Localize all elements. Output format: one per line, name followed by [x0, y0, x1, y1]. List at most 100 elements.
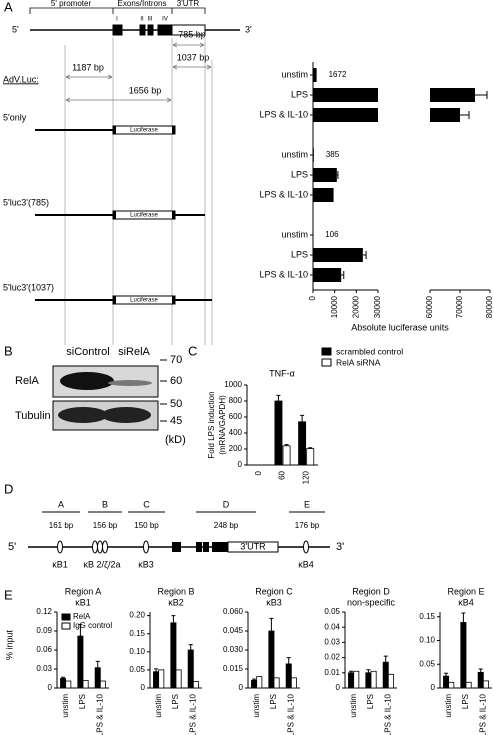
utr — [227, 541, 279, 553]
panel-a-diagram — [29, 7, 240, 345]
y-tick-label: 0 — [141, 683, 146, 692]
error-bar — [300, 414, 305, 422]
exon-label: IV — [162, 17, 168, 23]
legend-label: IgG control — [73, 621, 112, 630]
y-tick-label: LPS — [291, 249, 308, 259]
y-tick-label: 0.060 — [223, 607, 244, 616]
site — [143, 540, 149, 554]
band — [58, 407, 108, 423]
x-tick-label: 60 — [278, 470, 287, 479]
x-tick-label: unstim — [349, 694, 358, 718]
construct-name: 5'luc3'(1037) — [3, 282, 54, 292]
y-axis-label: (mRNA/GAPDH) — [218, 395, 227, 455]
box-end — [172, 126, 175, 134]
exon-label: III — [147, 17, 152, 23]
error-bar — [383, 655, 388, 663]
error-bar — [341, 271, 345, 279]
y-tick-label: 0.15 — [419, 612, 435, 621]
bar — [274, 400, 283, 466]
utr — [171, 24, 206, 36]
site-label: κB3 — [138, 559, 154, 569]
y-tick-label: 1000 — [224, 380, 242, 389]
box-end — [172, 211, 175, 219]
exon — [172, 542, 181, 552]
exon — [212, 542, 228, 552]
y-tick-label: LPS — [291, 169, 308, 179]
legend-swatch — [61, 613, 71, 621]
bar — [282, 445, 291, 466]
bar — [482, 680, 489, 689]
site — [57, 540, 63, 554]
legend-label: RelA — [73, 612, 91, 621]
error-bar — [78, 624, 83, 637]
y-tick-label: 0.10 — [419, 636, 435, 645]
x-tick-label: LPS & IL-10 — [383, 693, 392, 735]
bar — [82, 680, 89, 689]
bar — [285, 663, 292, 689]
end-label: 5' — [8, 541, 16, 553]
lane-label: siControl — [66, 346, 109, 358]
x-tick-label: LPS — [461, 694, 470, 709]
error-bar — [461, 612, 466, 623]
region-label: Exons/Introns — [118, 0, 167, 8]
bar — [313, 88, 378, 102]
marker-label: 70 — [170, 354, 182, 366]
error-bar — [478, 668, 483, 673]
y-tick-label: 0 — [431, 683, 436, 692]
distance-label: 1187 bp — [72, 62, 104, 72]
chart-title: Region B — [157, 586, 194, 596]
bar — [256, 676, 263, 689]
y-tick-label: 0.045 — [223, 626, 244, 635]
protein-label: RelA — [15, 375, 40, 387]
y-tick-label: 0 — [238, 460, 243, 469]
bar — [313, 148, 314, 162]
x-tick-label: 10000 — [330, 295, 339, 318]
bracket — [29, 7, 206, 14]
marker-label: 60 — [170, 375, 182, 387]
error-bar — [276, 394, 281, 401]
exon — [147, 24, 154, 36]
bar — [268, 630, 275, 689]
error-bar — [154, 668, 159, 672]
guide-lines — [64, 38, 213, 345]
construct-name: 5'luc3'(785) — [3, 197, 49, 207]
y-tick-label: 0.05 — [419, 659, 435, 668]
y-tick-label: 0.02 — [324, 653, 340, 662]
value-label: 385 — [326, 150, 340, 159]
y-tick-label: LPS & IL-10 — [259, 269, 308, 279]
utr-label: 3'UTR — [240, 541, 266, 551]
x-tick-label: unstim — [61, 694, 70, 718]
y-tick-label: 0.03 — [324, 638, 340, 647]
legend-swatch — [61, 622, 71, 630]
error-bar — [308, 447, 313, 449]
marker-label: 45 — [170, 415, 182, 427]
legend-swatch — [321, 347, 332, 356]
bar — [298, 421, 307, 466]
bar — [370, 670, 377, 689]
chart-title: non-specific — [347, 597, 396, 607]
region-size: 161 bp — [49, 521, 74, 530]
chart-title: Region E — [447, 586, 484, 596]
error-bar — [475, 91, 488, 99]
construct-title: AdV.Luc: — [3, 74, 39, 84]
region-name: D — [223, 499, 230, 509]
y-tick-label: unstim — [281, 69, 308, 79]
error-bar — [349, 670, 354, 673]
reporter-label: Luciferase — [130, 213, 158, 219]
end-label: 3' — [336, 541, 344, 553]
distance-label: 785 bp — [178, 29, 206, 39]
chart-title: κB4 — [458, 597, 474, 607]
bar — [348, 672, 355, 689]
y-tick-label: LPS & IL-10 — [259, 109, 308, 119]
bar — [448, 681, 455, 689]
site-label: κB1 — [52, 559, 68, 569]
box-end — [172, 296, 175, 304]
exon-label: II — [140, 17, 144, 23]
band — [60, 372, 114, 390]
bar — [99, 680, 106, 689]
y-tick-label: LPS & IL-10 — [259, 189, 308, 199]
x-tick-label: 0 — [308, 295, 317, 300]
bar — [477, 671, 484, 689]
bar — [187, 649, 194, 689]
y-tick-label: 0.01 — [324, 668, 340, 677]
